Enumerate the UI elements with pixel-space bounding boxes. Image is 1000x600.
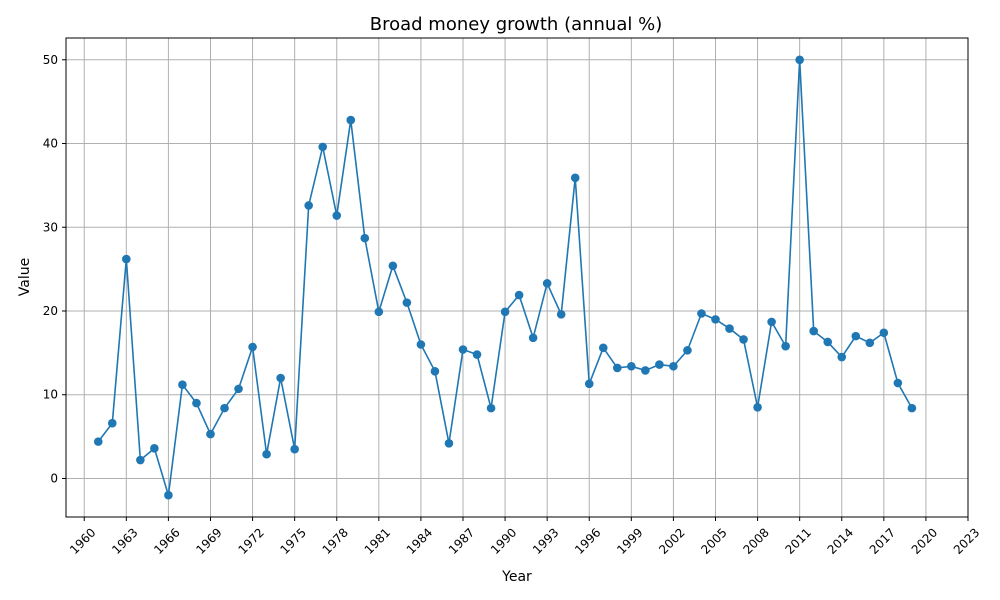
data-point bbox=[248, 342, 257, 352]
y-tick-label: 0 bbox=[50, 471, 58, 485]
data-point bbox=[556, 310, 566, 319]
data-point bbox=[584, 379, 594, 389]
data-point bbox=[164, 490, 173, 500]
data-point bbox=[795, 55, 804, 65]
data-point bbox=[528, 333, 538, 343]
data-series bbox=[93, 55, 917, 500]
data-point bbox=[809, 326, 818, 336]
data-point bbox=[136, 455, 145, 465]
data-point bbox=[290, 444, 299, 454]
data-point bbox=[781, 341, 790, 351]
grid-lines bbox=[66, 38, 969, 517]
data-point bbox=[627, 361, 636, 371]
data-point bbox=[458, 345, 468, 354]
data-point bbox=[93, 437, 103, 446]
y-tick-label: 30 bbox=[43, 220, 58, 234]
data-point bbox=[416, 340, 426, 349]
data-point bbox=[500, 307, 510, 317]
y-tick-label: 20 bbox=[43, 304, 58, 318]
data-point bbox=[472, 350, 482, 359]
data-point bbox=[879, 328, 889, 338]
data-point bbox=[107, 418, 117, 428]
data-point bbox=[206, 429, 215, 439]
data-point bbox=[823, 337, 833, 347]
data-point bbox=[234, 384, 243, 394]
data-point bbox=[262, 449, 271, 459]
data-point bbox=[711, 315, 720, 324]
data-point bbox=[346, 115, 356, 125]
data-point bbox=[178, 380, 187, 389]
data-point bbox=[374, 307, 384, 317]
data-point bbox=[318, 142, 328, 152]
data-point bbox=[122, 254, 131, 264]
data-point bbox=[837, 352, 847, 362]
data-point bbox=[402, 298, 412, 307]
data-point bbox=[753, 402, 762, 412]
data-point bbox=[655, 360, 664, 369]
data-point bbox=[220, 403, 229, 413]
data-point bbox=[865, 338, 875, 348]
data-point bbox=[276, 373, 285, 383]
y-tick-label: 10 bbox=[43, 388, 58, 402]
data-point bbox=[486, 403, 496, 413]
y-tick-label: 40 bbox=[43, 137, 58, 151]
data-point bbox=[725, 324, 734, 333]
data-point bbox=[697, 309, 706, 318]
data-point bbox=[430, 366, 440, 376]
data-point bbox=[542, 279, 552, 288]
data-point bbox=[570, 173, 580, 183]
data-point bbox=[514, 290, 524, 300]
data-point bbox=[388, 261, 398, 271]
data-point bbox=[613, 363, 622, 373]
plot-frame bbox=[65, 37, 969, 518]
data-point bbox=[304, 201, 313, 210]
data-point bbox=[907, 403, 917, 413]
data-point bbox=[444, 439, 454, 448]
data-point bbox=[767, 317, 776, 327]
y-tick-label: 50 bbox=[43, 53, 58, 67]
data-point bbox=[332, 211, 342, 220]
x-axis-label: Year bbox=[501, 569, 532, 585]
data-point bbox=[683, 346, 692, 355]
data-point bbox=[893, 378, 903, 388]
data-point bbox=[641, 366, 650, 375]
data-point bbox=[669, 361, 678, 371]
data-point bbox=[739, 335, 748, 344]
data-point bbox=[192, 398, 201, 408]
y-axis-label: Value bbox=[17, 258, 33, 296]
data-point bbox=[360, 233, 370, 243]
data-point bbox=[150, 444, 159, 453]
data-point bbox=[851, 331, 861, 341]
data-point bbox=[598, 343, 608, 353]
chart-title: Broad money growth (annual %) bbox=[370, 14, 662, 35]
